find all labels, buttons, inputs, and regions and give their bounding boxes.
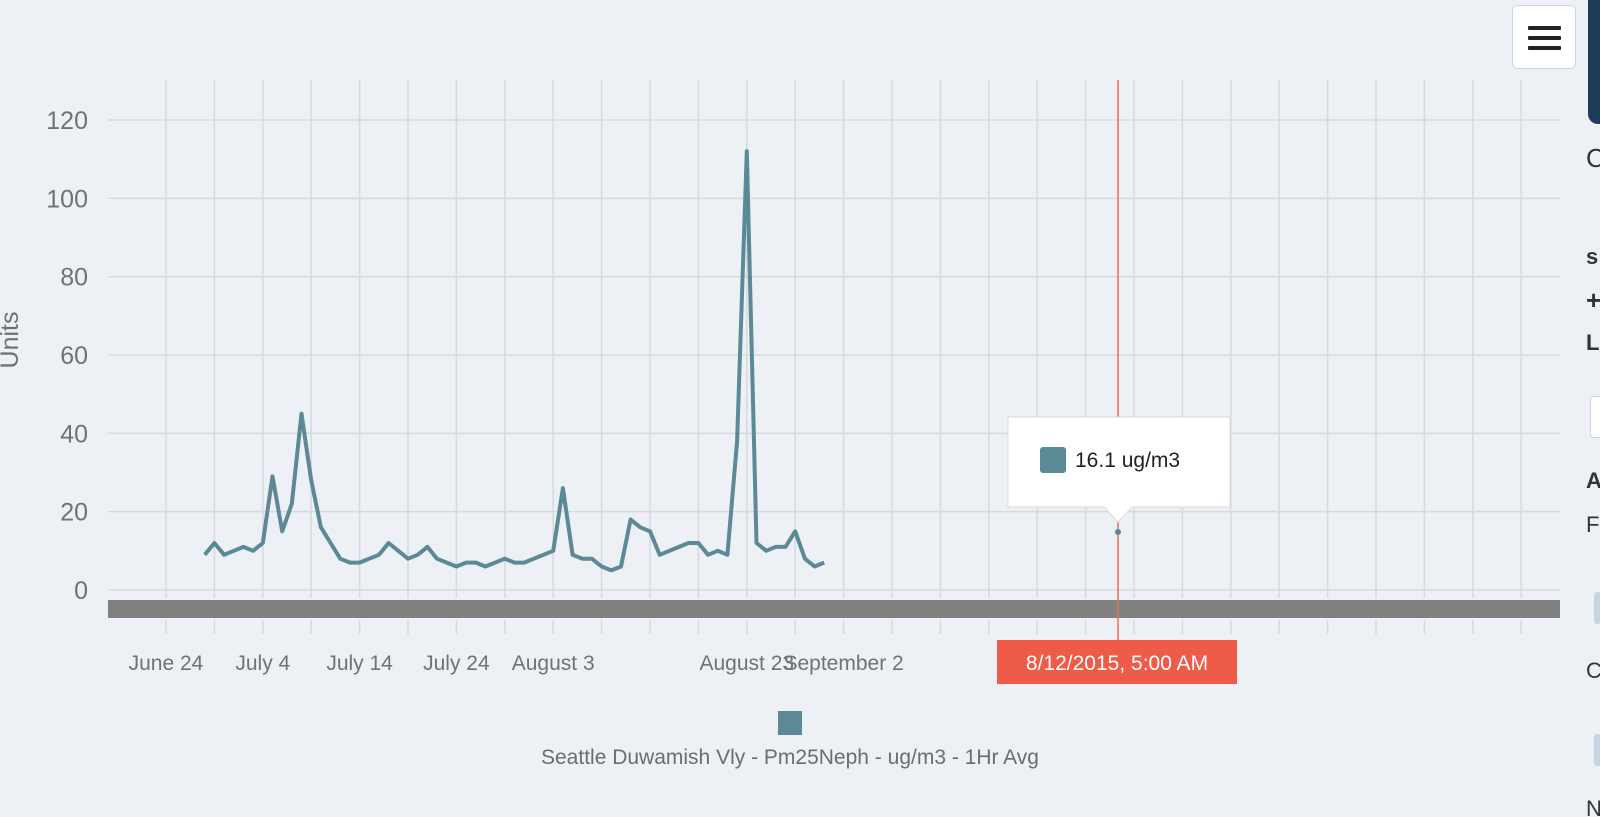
- series-line[interactable]: [203, 149, 825, 573]
- x-axis: June 24 July 4 July 14 July 24 August 3 Augus…: [129, 620, 1522, 675]
- y-axis: 0 20 40 60 80 100 120: [46, 107, 88, 605]
- y-tick-label: 60: [60, 342, 88, 370]
- side-text-4: L: [1586, 330, 1600, 355]
- side-text-2: s: [1586, 244, 1599, 269]
- crosshair-label-bg: [997, 640, 1237, 684]
- legend-swatch: [778, 711, 802, 735]
- chart: 0 20 40 60 80 100 120 Units June 24 July 4 July …: [0, 80, 1560, 769]
- menu-bar-middle: [1528, 36, 1561, 40]
- menu-bar-bottom: [1528, 46, 1561, 50]
- side-text-6: F: [1586, 512, 1600, 537]
- y-tick-label: 120: [46, 107, 88, 135]
- y-tick-label: 100: [46, 185, 88, 213]
- legend-label: Seattle Duwamish Vly - Pm25Neph - ug/m3 …: [541, 746, 1039, 769]
- side-text-7: C: [1586, 658, 1600, 683]
- side-panel-header: [1588, 0, 1600, 124]
- side-text-5: A: [1586, 468, 1600, 493]
- legend-item[interactable]: Seattle Duwamish Vly - Pm25Neph - ug/m3 …: [541, 711, 1039, 769]
- side-input[interactable]: [1590, 396, 1600, 438]
- navigator-bar[interactable]: [108, 600, 1560, 618]
- tooltip-value: 16.1 ug/m3: [1075, 449, 1180, 472]
- side-chip-2[interactable]: [1594, 734, 1600, 766]
- y-axis-label: Units: [0, 312, 24, 369]
- y-tick-label: 0: [74, 577, 88, 605]
- menu-bar-top: [1528, 26, 1561, 30]
- plot-background: [108, 80, 1560, 620]
- y-tick-label: 20: [60, 499, 88, 527]
- x-tick-label: August 23: [700, 652, 795, 675]
- x-tick-label: August 3: [512, 652, 595, 675]
- x-tick-label: July 4: [235, 652, 290, 675]
- grid: [108, 80, 1560, 598]
- side-text-8: N: [1586, 796, 1600, 817]
- y-tick-label: 40: [60, 420, 88, 448]
- crosshair-label: 8/12/2015, 5:00 AM: [1026, 652, 1208, 675]
- tooltip-swatch: [1040, 447, 1066, 473]
- tooltip: 16.1 ug/m3: [1007, 416, 1231, 523]
- side-chip-1[interactable]: [1594, 592, 1600, 624]
- hover-point: [1115, 529, 1121, 535]
- x-tick-label: June 24: [129, 652, 204, 675]
- side-text-3: +: [1586, 285, 1600, 315]
- hamburger-menu-button[interactable]: [1512, 5, 1576, 69]
- side-text-1: C: [1586, 143, 1600, 173]
- x-tick-label: July 24: [423, 652, 490, 675]
- x-tick-label: July 14: [326, 652, 393, 675]
- side-panel: C s + L A F C N: [1586, 0, 1600, 817]
- x-tick-label: September 2: [783, 652, 903, 675]
- y-tick-label: 80: [60, 264, 88, 292]
